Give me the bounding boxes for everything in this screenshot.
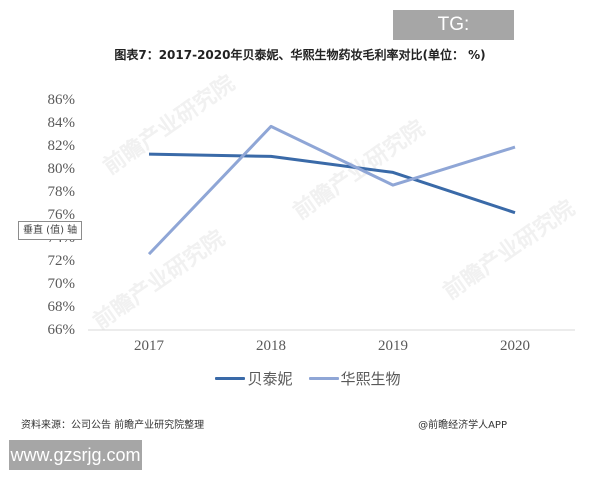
y-tick-label: 66% <box>47 322 76 338</box>
axis-tooltip: 垂直 (值) 轴 <box>18 221 83 240</box>
y-tick-label: 70% <box>47 276 76 292</box>
y-tick-label: 84% <box>47 115 76 131</box>
legend-item-huaxi[interactable]: 华熙生物 <box>308 368 401 389</box>
legend-swatch-icon <box>215 377 246 380</box>
series-line-huaxi <box>147 124 516 256</box>
y-tick-label: 72% <box>47 253 76 269</box>
credit-note: @前瞻经济学人APP <box>418 420 507 431</box>
legend-swatch-icon <box>308 377 339 380</box>
legend-item-bettany[interactable]: 贝泰妮 <box>215 368 293 389</box>
watermark-badge-url: www.gzsrjg.com <box>9 440 142 470</box>
watermark-layer: 前瞻产业研究院 前瞻产业研究院 前瞻产业研究院 前瞻产业研究院 <box>89 70 580 335</box>
watermark-badge-tg: TG: MYYJJPP <box>393 10 514 65</box>
x-tick-label: 2018 <box>256 338 286 354</box>
source-note: 资料来源：公司公告 前瞻产业研究院整理 <box>21 420 205 431</box>
y-tick-label: 76% <box>47 207 76 223</box>
x-tick-label: 2017 <box>134 338 164 354</box>
series-line-bettany <box>148 152 516 215</box>
y-tick-label: 80% <box>47 161 76 177</box>
chart-title: 图表7：2017-2020年贝泰妮、华熙生物药妆毛利率对比(单位： %) <box>114 48 486 62</box>
y-tick-label: 68% <box>47 299 76 315</box>
legend-label: 贝泰妮 <box>247 370 293 388</box>
watermark-text: 前瞻产业研究院 <box>99 70 240 180</box>
x-tick-label: 2019 <box>378 338 408 354</box>
chart-legend: 贝泰妮 华熙生物 <box>0 368 600 389</box>
y-tick-label: 78% <box>47 184 76 200</box>
y-tick-label: 82% <box>47 138 76 154</box>
y-tick-label: 86% <box>47 92 76 108</box>
legend-label: 华熙生物 <box>340 370 401 388</box>
x-tick-label: 2020 <box>500 338 530 354</box>
